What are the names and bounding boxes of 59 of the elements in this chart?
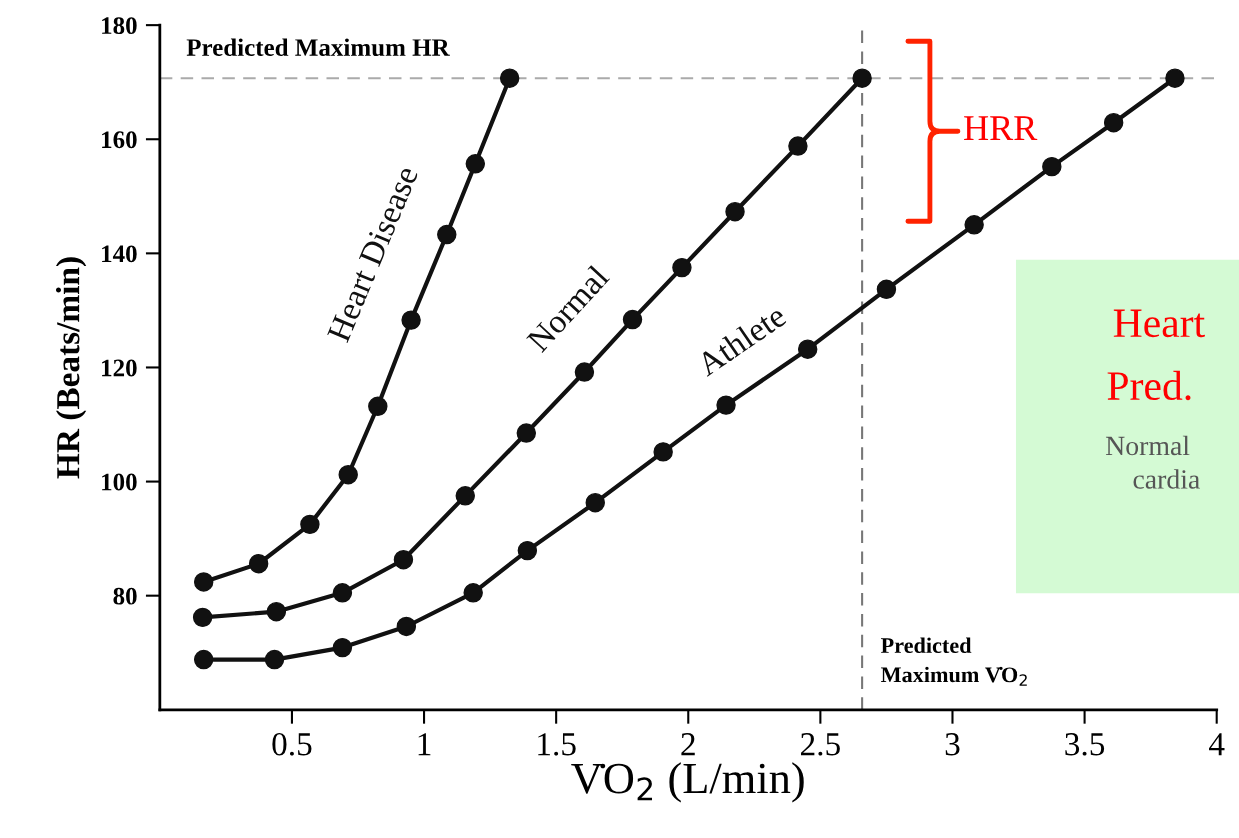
point [332,637,353,658]
y-tick-label: 180 [102,17,137,35]
annotation: Heart [1113,309,1205,338]
x-tick-label: 2 [681,733,695,756]
point [465,154,486,174]
x-tick-label: 3 [945,733,960,756]
point [266,601,287,622]
y-tick-label: 100 [102,473,137,491]
point [401,310,421,330]
point [396,616,417,637]
ref-line-label: Predicted Maximum HR [186,38,450,57]
point [852,68,872,88]
y-tick-label: 120 [102,359,137,377]
x-tick-label: 3.5 [1065,733,1105,756]
point [332,583,353,603]
annotation: Pred. [1107,370,1191,401]
annotation: HRR [964,116,1038,140]
point [193,649,214,670]
point [585,492,605,513]
y-tick-label: 80 [113,587,137,605]
point [248,554,269,574]
annotation: Normal [1105,435,1190,456]
point [622,309,643,330]
point [788,136,808,156]
point [964,215,984,235]
point [499,68,520,88]
ref-line-label: Predicted Maximum V̇O$_{2}$ [880,637,1027,686]
point [437,224,457,245]
point [1042,156,1062,177]
point [192,607,213,628]
y-tick-label: 160 [102,131,137,149]
annotation: cardia [1133,469,1200,489]
x-tick-label: 1.5 [538,733,576,756]
point [463,583,483,603]
x-tick-label: 0.5 [272,732,312,756]
y-axis-title: HR (Beats/min) [55,257,87,479]
point [876,279,897,300]
point [797,339,818,359]
point [338,465,358,485]
point [1165,68,1185,88]
point [574,362,595,382]
point [672,257,692,278]
point [716,395,736,415]
x-tick-label: 1 [418,733,431,756]
point [516,423,537,443]
point [653,442,673,462]
point [1103,112,1124,133]
x-axis-title: V̇O$_{2}$ (L/min) [571,762,804,803]
x-tick-label: 4 [1209,733,1225,756]
point [517,540,538,561]
point [300,514,320,535]
x-tick-label: 2.5 [801,733,840,756]
y-tick-label: 140 [102,245,137,263]
point [393,550,414,570]
point [725,201,745,222]
point [455,486,475,506]
point [264,649,285,670]
point [368,396,388,416]
point [193,572,214,592]
